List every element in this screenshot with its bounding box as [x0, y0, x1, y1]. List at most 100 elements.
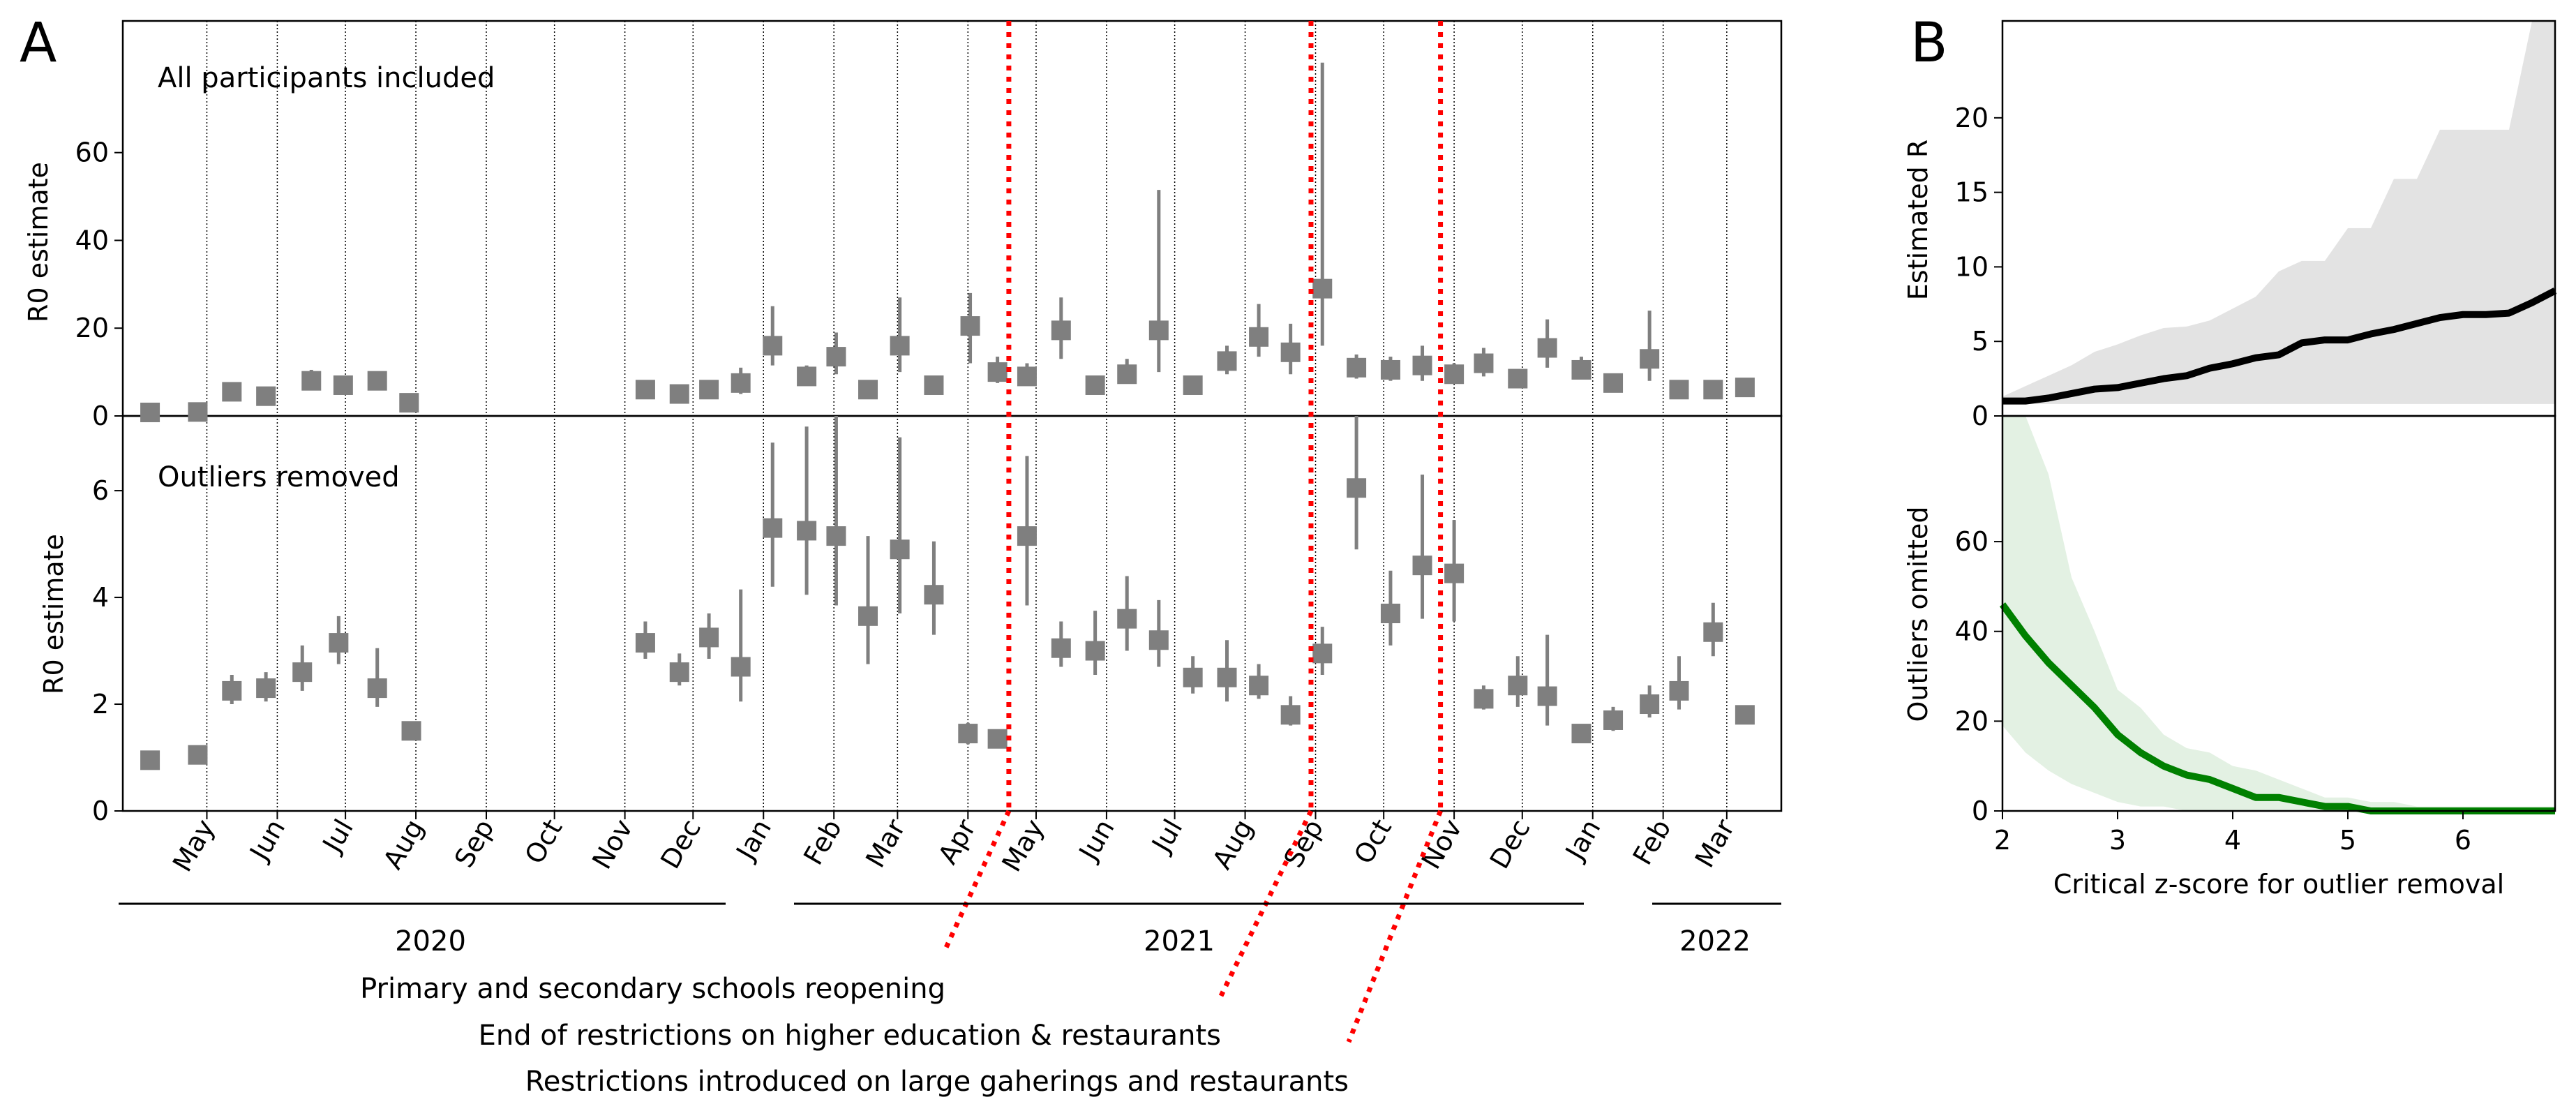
month-tick-label: Jun [243, 814, 291, 867]
bottom-marker [1735, 705, 1755, 725]
top-marker [1051, 320, 1071, 341]
y-tick-label: 0 [92, 401, 109, 431]
top-marker [301, 371, 322, 391]
y-tick-label: 4 [92, 582, 109, 613]
top-marker [1117, 364, 1137, 385]
outliers-band [2002, 416, 2555, 811]
month-tick-label: Jul [316, 814, 359, 858]
bottom-marker [1117, 609, 1137, 629]
bottom-marker [1508, 676, 1528, 696]
bottom-marker [1183, 667, 1203, 687]
top-marker [1280, 342, 1301, 362]
month-tick-label: Oct [519, 814, 569, 870]
month-tick-label: Oct [1348, 814, 1398, 870]
estimated-r-band [2002, 21, 2555, 404]
bottom-marker [1312, 643, 1333, 664]
bottom-marker [731, 657, 751, 677]
month-tick-label: Jul [1145, 814, 1188, 858]
top-marker [1249, 327, 1269, 347]
bottom-marker [1640, 694, 1660, 715]
top-marker [256, 386, 276, 406]
bottom-marker [1537, 686, 1557, 706]
month-tick-label: Jan [730, 814, 777, 866]
month-tick-label: Nov [586, 814, 638, 874]
year-label-2021: 2021 [1144, 925, 1215, 957]
panel-a-bottom-ylabel: R0 estimate [38, 534, 69, 694]
estimated-r-line [2002, 288, 2557, 405]
y-tick-label: 6 [92, 475, 109, 506]
bottom-marker [1347, 478, 1367, 498]
month-tick-label: Dec [1484, 814, 1536, 874]
top-marker [1217, 351, 1237, 371]
bottom-marker [367, 678, 387, 699]
y-tick-label: 2 [92, 689, 109, 720]
top-marker [1537, 338, 1557, 358]
top-marker [140, 402, 160, 422]
bottom-marker [1017, 526, 1037, 546]
top-marker [1703, 380, 1723, 400]
bottom-marker [826, 526, 846, 546]
bottom-marker [858, 606, 878, 626]
panel-b-letter: B [1910, 12, 1948, 75]
event-label-end-restrictions: End of restrictions on higher education … [479, 1020, 1221, 1052]
bottom-marker [763, 518, 783, 538]
year-label-2022: 2022 [1679, 925, 1751, 957]
month-tick-label: Feb [797, 814, 848, 870]
month-tick-label: Nov [1416, 814, 1468, 874]
bottom-marker [1148, 630, 1169, 650]
month-tick-label: Apr [932, 814, 982, 869]
event-label-schools-reopening: Primary and secondary schools reopening [360, 973, 945, 1005]
bottom-marker [635, 633, 655, 653]
top-marker [987, 362, 1008, 382]
month-tick-label: Aug [377, 814, 430, 874]
bottom-marker [987, 729, 1008, 749]
top-marker [1474, 353, 1494, 373]
panel-b-plot: 0 5 10 15 20 0 20 40 60 2 3 4 5 6 [1955, 20, 2557, 856]
bottom-marker [1280, 705, 1301, 725]
y-tick-label: 60 [1955, 526, 1989, 557]
bottom-marker [329, 633, 349, 653]
panel-b-xlabel: Critical z-score for outlier removal [2053, 869, 2504, 900]
top-marker [1735, 378, 1755, 398]
bottom-marker [140, 750, 160, 770]
y-tick-label: 0 [1972, 796, 1989, 826]
panel-b-bottom-frame [2001, 415, 2556, 812]
top-marker [1085, 375, 1105, 395]
bottom-marker [1444, 563, 1465, 583]
event-connector [943, 810, 1012, 951]
panel-a-plot: May Jun Jul Aug Sep Oct Nov Dec Jan Feb Mar Apr May J… [75, 20, 1783, 1043]
bottom-marker [292, 662, 313, 683]
month-tick-label: Aug [1206, 814, 1259, 874]
y-tick-label: 5 [1972, 326, 1989, 357]
top-marker [333, 375, 353, 395]
bottom-marker [1669, 680, 1689, 701]
x-tick-label: 4 [2224, 825, 2241, 856]
month-tick-label: Mar [1689, 814, 1741, 872]
top-marker [1148, 320, 1169, 341]
y-tick-label: 60 [75, 137, 109, 168]
month-tick-label: May [167, 814, 220, 877]
top-marker [858, 380, 878, 400]
bottom-marker [1603, 710, 1624, 730]
top-marker [797, 366, 817, 387]
top-marker [367, 371, 387, 391]
x-tick-label: 6 [2455, 825, 2471, 856]
top-marker [1412, 355, 1432, 375]
top-marker [1183, 375, 1203, 395]
bottom-marker [1380, 604, 1400, 623]
top-marker [763, 336, 783, 356]
top-marker [826, 347, 846, 367]
y-tick-label: 20 [1955, 706, 1989, 736]
top-marker [399, 393, 419, 413]
year-label-2020: 2020 [395, 925, 466, 957]
month-tick-label: Jan [1559, 814, 1606, 866]
top-marker [1640, 349, 1660, 369]
y-tick-label: 40 [75, 225, 109, 255]
bottom-marker [256, 678, 276, 699]
y-tick-label: 15 [1955, 177, 1989, 208]
y-tick-label: 20 [1955, 103, 1989, 133]
y-tick-label: 10 [1955, 251, 1989, 282]
x-tick-label: 2 [1994, 825, 2011, 856]
bottom-marker [401, 721, 421, 741]
top-marker [890, 336, 910, 356]
